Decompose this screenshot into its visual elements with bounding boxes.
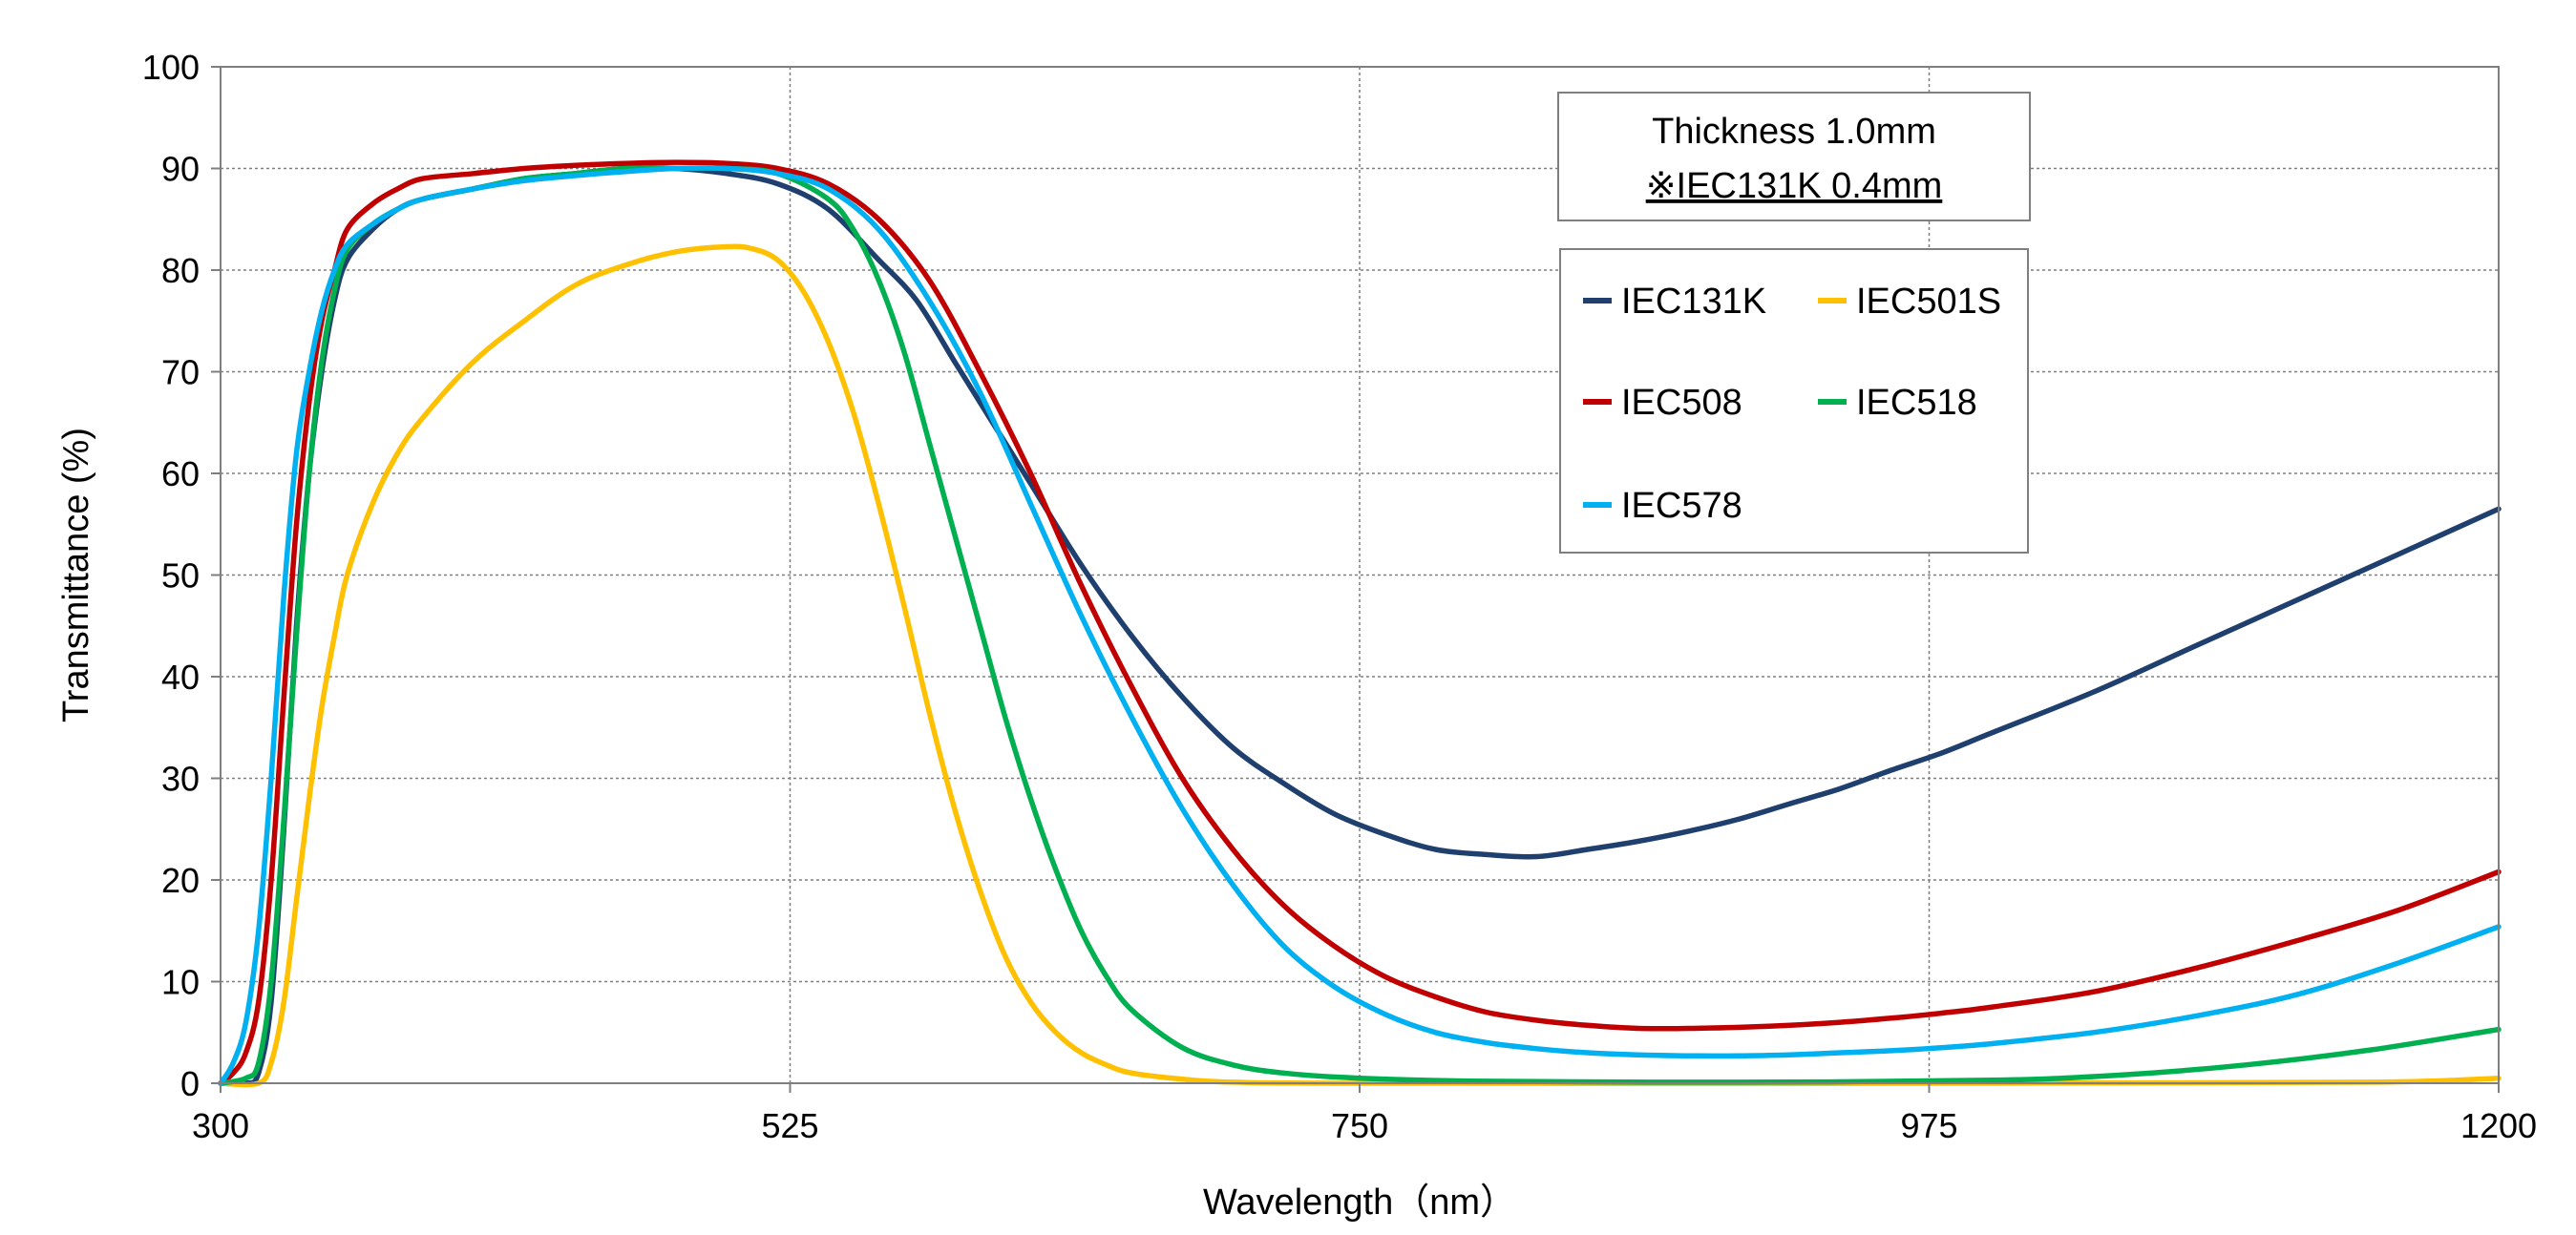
- y-tick-label: 40: [161, 658, 200, 697]
- legend-label-iec578: IEC578: [1621, 486, 1742, 526]
- series-line-iec518: [218, 165, 2502, 1086]
- y-tick-label: 0: [180, 1064, 200, 1103]
- y-tick-label: 100: [142, 48, 200, 87]
- y-tick-label: 30: [161, 760, 200, 799]
- y-tick-label: 80: [161, 251, 200, 290]
- y-tick-label: 50: [161, 556, 200, 596]
- x-axis-title: Wavelength（nm）: [1203, 1183, 1516, 1223]
- legend-label-iec501s: IEC501S: [1856, 282, 2001, 322]
- x-tick-label: 975: [1900, 1106, 1957, 1145]
- x-tick-label: 1200: [2460, 1106, 2537, 1145]
- annotation-box: [1557, 92, 2031, 221]
- thickness-annotation: Thickness 1.0mm ※IEC131K 0.4mm: [1557, 92, 2031, 221]
- y-tick-label: 60: [161, 454, 200, 493]
- x-tick-label: 750: [1331, 1106, 1388, 1145]
- legend-label-iec508: IEC508: [1621, 383, 1742, 423]
- legend-label-iec518: IEC518: [1856, 383, 1977, 423]
- x-tick-label: 300: [192, 1106, 249, 1145]
- legend-box: [1559, 248, 2029, 554]
- y-tick-label: 20: [161, 861, 200, 900]
- y-axis-title: Transmittance (%): [56, 428, 96, 722]
- y-tick-label: 10: [161, 963, 200, 1002]
- y-tick-label: 90: [161, 150, 200, 189]
- y-tick-label: 70: [161, 353, 200, 392]
- legend: IEC131K IEC501S IEC508 IEC518 IEC578: [1559, 248, 2029, 554]
- annotation-line-1: Thickness 1.0mm: [1652, 112, 1936, 152]
- series-line-iec578: [218, 165, 2502, 1086]
- x-axis-ticks: 300 525 750 975 1200: [192, 1083, 2537, 1145]
- series-line-iec508: [218, 159, 2502, 1086]
- y-axis-ticks: 0 10 20 30 40 50 60 70 80 90 100: [142, 48, 221, 1103]
- legend-label-iec131k: IEC131K: [1621, 282, 1766, 322]
- annotation-line-2: ※IEC131K 0.4mm: [1646, 166, 1943, 206]
- x-tick-label: 525: [761, 1106, 818, 1145]
